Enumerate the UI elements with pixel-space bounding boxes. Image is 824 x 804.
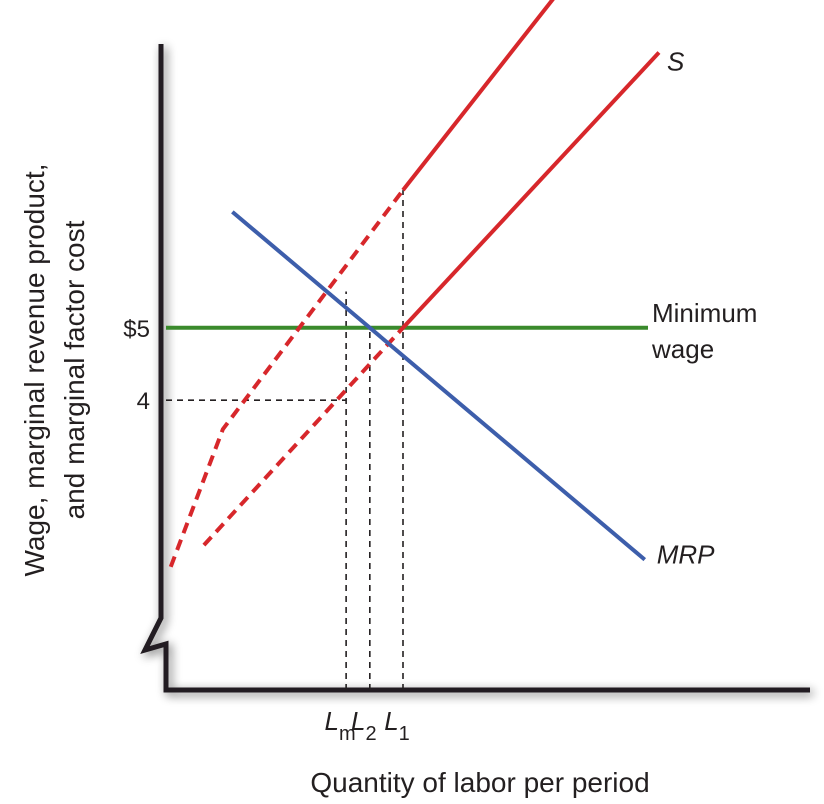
mrp-label: MRP [657, 540, 715, 570]
y-tick-label-1: 4 [137, 388, 150, 415]
y-axis-title-line-1: Wage, marginal revenue product, [19, 164, 50, 577]
axes [140, 44, 810, 693]
minimum-wage-label-line-2: wage [651, 334, 714, 364]
mrp-curve [231, 210, 647, 562]
s-label: S [667, 46, 685, 76]
mfc-curve-dashed [168, 188, 405, 568]
x-axis-title: Quantity of labor per period [310, 767, 649, 798]
x-tick-label-0: Lm [325, 706, 356, 745]
x-tick-label-2: L1 [384, 706, 410, 745]
reference-lines [166, 190, 404, 690]
x-tick-label-1: L2 [351, 706, 377, 745]
y-tick-label-0: $5 [123, 316, 150, 343]
curve-labels: MFCSMRPMinimumwage [651, 46, 757, 570]
curves [166, 0, 661, 568]
minimum-wage-label-line-1: Minimum [652, 298, 757, 328]
mfc-curve-solid [401, 0, 555, 192]
y-axis-title-line-2: and marginal factor cost [59, 220, 90, 519]
y-axis [140, 44, 810, 693]
s-curve-dashed [202, 326, 405, 547]
s-curve-solid [401, 51, 661, 330]
